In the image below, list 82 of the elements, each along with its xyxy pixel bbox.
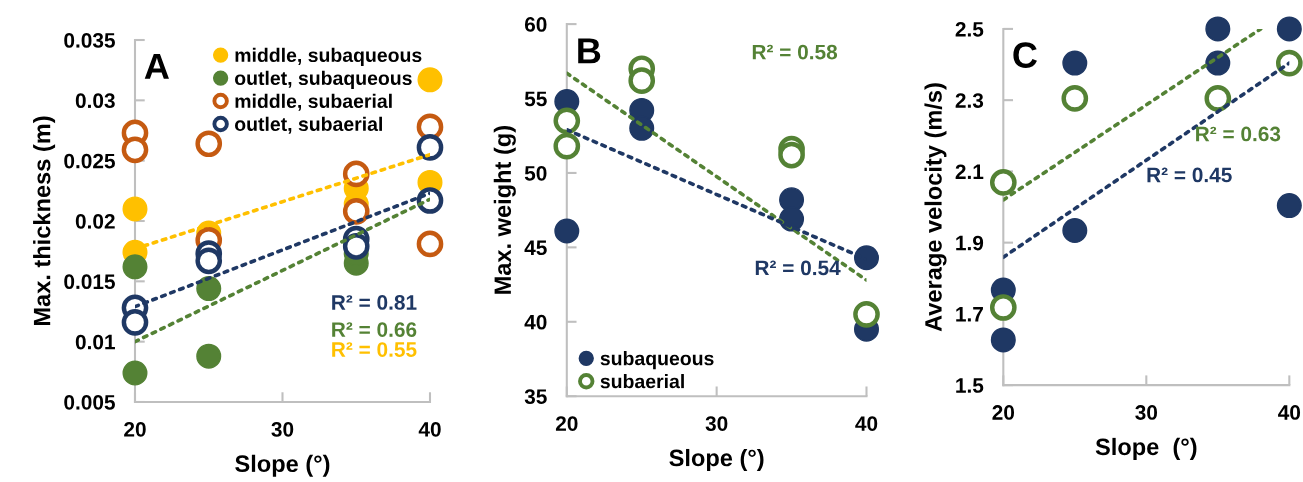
point bbox=[1276, 193, 1302, 219]
chart-title: A bbox=[144, 54, 169, 79]
point bbox=[1062, 50, 1088, 76]
y-tick-label: 0.005 bbox=[64, 394, 115, 410]
legend-label: middle, subaqueous bbox=[235, 47, 422, 66]
point bbox=[122, 360, 148, 386]
point bbox=[1204, 85, 1232, 112]
x-tick-label: 20 bbox=[992, 405, 1015, 420]
point bbox=[121, 136, 149, 164]
point bbox=[853, 245, 879, 271]
point bbox=[417, 67, 443, 93]
y-tick-label: 0.015 bbox=[64, 274, 115, 290]
x-tick-label: 30 bbox=[705, 416, 728, 431]
point bbox=[342, 233, 370, 260]
point bbox=[416, 230, 444, 258]
x-tick-label: 40 bbox=[1278, 405, 1301, 420]
y-tick-label: 35 bbox=[524, 389, 547, 404]
annotation: R² = 0.81 bbox=[332, 295, 417, 310]
point bbox=[989, 169, 1017, 196]
x-axis-title: Slope (°) bbox=[235, 454, 330, 477]
x-tick-label: 20 bbox=[555, 416, 578, 431]
x-tick-label: 40 bbox=[855, 416, 878, 431]
point bbox=[553, 132, 581, 160]
legend-label: middle, subaerial bbox=[235, 93, 392, 111]
point bbox=[196, 343, 222, 369]
y-tick-label: 0.025 bbox=[64, 153, 115, 169]
point bbox=[554, 218, 580, 244]
y-tick-label: 0.03 bbox=[75, 93, 115, 109]
legend-label: subaqueous bbox=[600, 351, 714, 370]
legend-label: outlet, subaqueous bbox=[235, 70, 412, 89]
point bbox=[778, 141, 805, 169]
chart-title: C bbox=[1013, 42, 1037, 68]
y-tick-label: 1.7 bbox=[956, 307, 983, 322]
legend-label: subaerial bbox=[600, 374, 684, 389]
y-tick-label: 2.3 bbox=[955, 93, 984, 108]
y-tick-label: 2.5 bbox=[955, 21, 984, 37]
y-tick-label: 0.035 bbox=[64, 33, 115, 48]
annotation: R² = 0.63 bbox=[1196, 126, 1281, 142]
y-axis-title: Max. weight (g) bbox=[493, 126, 516, 294]
y-tick-label: 40 bbox=[524, 314, 547, 330]
point bbox=[853, 301, 880, 328]
annotation: R² = 0.58 bbox=[752, 44, 838, 60]
legend-label: outlet, subaerial bbox=[235, 116, 382, 134]
x-tick-label: 30 bbox=[1135, 405, 1158, 420]
y-axis-title: Average velocity (m/s) bbox=[924, 83, 947, 332]
annotation: R² = 0.55 bbox=[332, 342, 417, 357]
point bbox=[1205, 16, 1231, 42]
point bbox=[1275, 49, 1303, 77]
annotation: R² = 0.54 bbox=[755, 260, 841, 276]
y-tick-label: 2.1 bbox=[955, 164, 984, 179]
point bbox=[122, 254, 148, 280]
point bbox=[1061, 85, 1089, 112]
y-tick-label: 60 bbox=[524, 17, 547, 32]
y-axis-title: Max. thickness (m) bbox=[33, 116, 56, 326]
x-tick-label: 30 bbox=[271, 421, 294, 437]
annotation: R² = 0.66 bbox=[332, 322, 417, 337]
point bbox=[1062, 218, 1088, 244]
point bbox=[990, 327, 1016, 353]
point bbox=[122, 196, 148, 222]
y-tick-label: 45 bbox=[524, 240, 547, 256]
y-tick-label: 0.02 bbox=[75, 214, 115, 229]
point bbox=[195, 130, 223, 158]
point bbox=[628, 67, 656, 94]
x-axis-title: Slope (°) bbox=[1095, 437, 1197, 460]
point bbox=[416, 134, 444, 161]
y-tick-label: 55 bbox=[524, 91, 547, 107]
point bbox=[195, 247, 223, 275]
point bbox=[1276, 16, 1302, 42]
y-tick-label: 1.5 bbox=[956, 378, 984, 393]
annotation: R² = 0.45 bbox=[1147, 167, 1232, 183]
x-axis-title: Slope (°) bbox=[669, 448, 764, 471]
x-tick-label: 40 bbox=[418, 421, 441, 437]
point bbox=[196, 276, 222, 302]
point bbox=[121, 309, 149, 336]
point bbox=[553, 107, 581, 135]
y-tick-label: 0.01 bbox=[75, 334, 115, 350]
chart-title: B bbox=[578, 38, 601, 64]
y-tick-label: 50 bbox=[524, 165, 547, 181]
point bbox=[989, 294, 1017, 321]
point bbox=[342, 198, 370, 225]
x-tick-label: 20 bbox=[124, 421, 146, 437]
y-tick-label: 1.9 bbox=[956, 235, 984, 251]
